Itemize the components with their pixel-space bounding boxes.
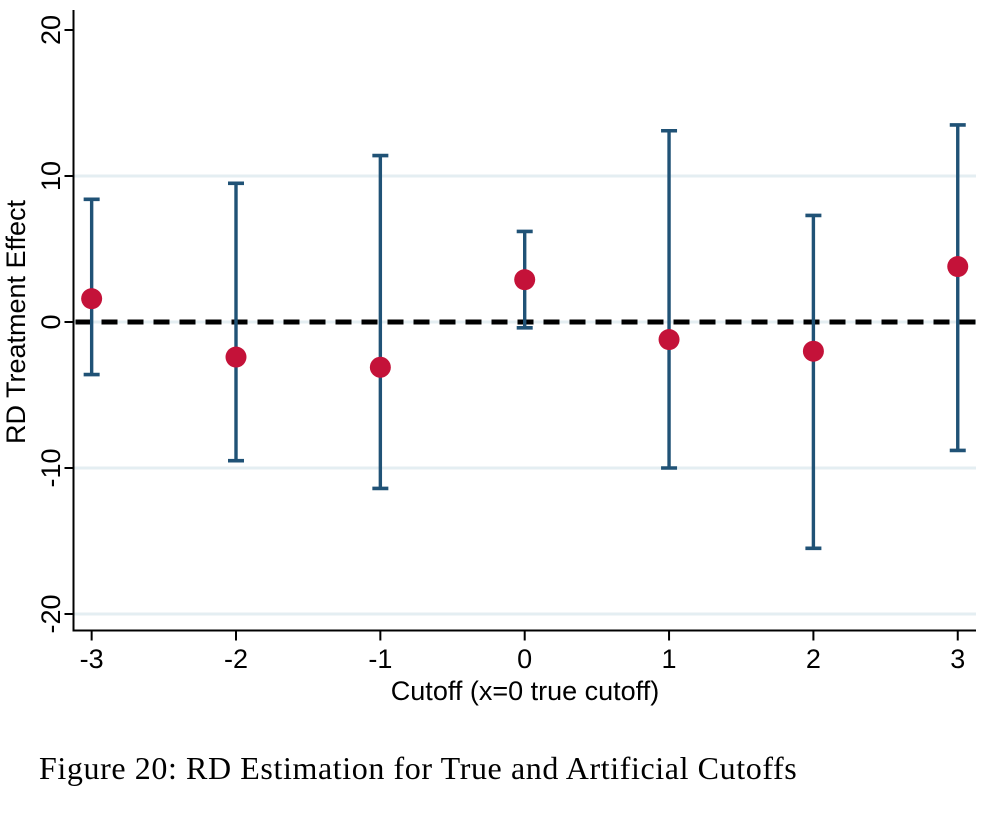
- y-tick-label: -10: [36, 448, 66, 487]
- figure-caption: Figure 20: RD Estimation for True and Ar…: [39, 750, 798, 786]
- data-point-marker: [802, 340, 824, 362]
- x-tick-label: 0: [517, 644, 532, 674]
- y-tick-label: 10: [36, 161, 66, 191]
- data-point-marker: [369, 356, 391, 378]
- x-tick-label: -3: [80, 644, 104, 674]
- x-tick-label: -2: [224, 644, 248, 674]
- data-point-marker: [658, 329, 680, 351]
- y-axis-title: RD Treatment Effect: [1, 199, 31, 444]
- data-point-marker: [81, 288, 103, 310]
- x-tick-label: -1: [368, 644, 392, 674]
- x-axis-title: Cutoff (x=0 true cutoff): [391, 676, 659, 706]
- x-tick-label: 2: [806, 644, 821, 674]
- y-tick-label: 0: [36, 314, 66, 329]
- y-tick-label: -20: [36, 594, 66, 633]
- data-point-marker: [225, 346, 247, 368]
- x-tick-label: 3: [950, 644, 965, 674]
- x-tick-label: 1: [662, 644, 677, 674]
- y-tick-label: 20: [36, 15, 66, 45]
- data-point-marker: [947, 256, 969, 278]
- data-point-marker: [514, 269, 536, 291]
